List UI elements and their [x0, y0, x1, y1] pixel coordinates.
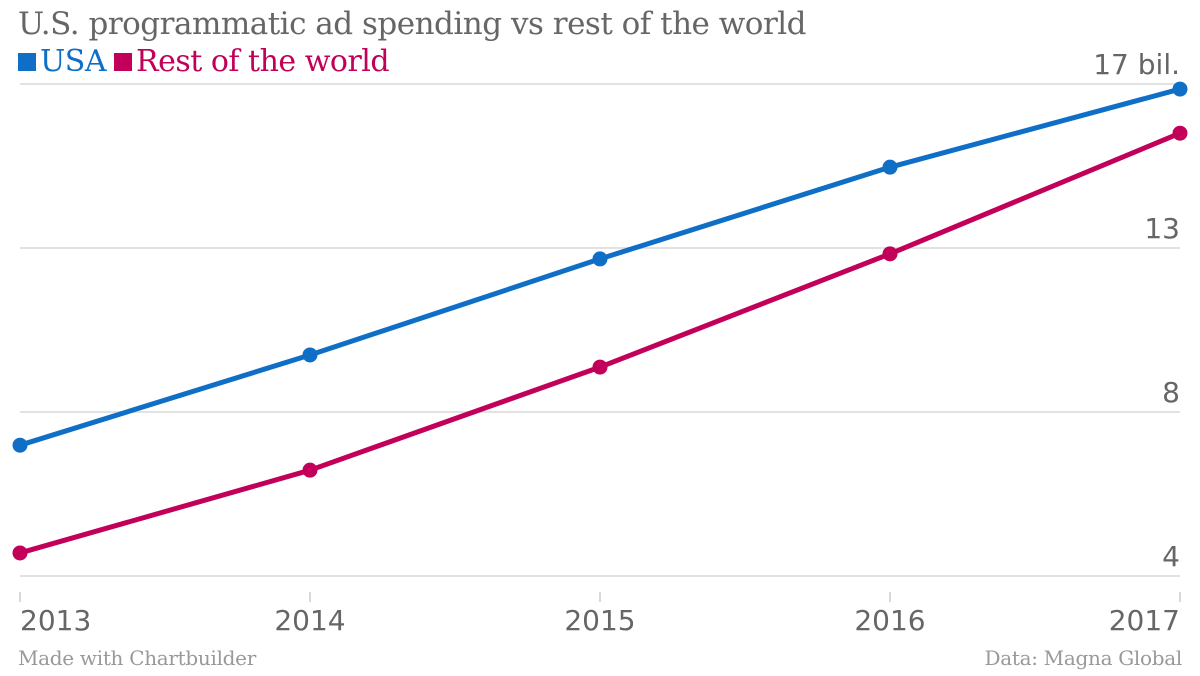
y-tick-label: 13	[1144, 212, 1180, 245]
series-line	[17, 86, 1183, 448]
legend-label-rest-of-world: Rest of the world	[136, 44, 390, 79]
data-point	[12, 437, 28, 453]
series-usa	[12, 81, 1188, 453]
x-tick-label: 2017	[1109, 604, 1180, 637]
legend-label-usa: USA	[40, 44, 107, 79]
data-point	[1172, 81, 1188, 97]
x-axis: 2013 2014 2015 2016 2017	[19, 592, 1181, 637]
data-source: Data: Magna Global	[984, 646, 1182, 670]
chart-title: U.S. programmatic ad spending vs rest of…	[18, 6, 807, 42]
y-tick-label: 4	[1162, 540, 1180, 573]
y-axis-labels: 4 8 13 17 bil.	[1093, 48, 1180, 573]
series-lines	[12, 81, 1188, 561]
data-point	[882, 159, 898, 175]
legend-swatch-usa	[18, 52, 36, 71]
legend-item-rest-of-world: Rest of the world	[114, 44, 390, 79]
y-tick-label: 8	[1162, 376, 1180, 409]
chartbuilder-credit: Made with Chartbuilder	[18, 646, 256, 670]
x-tick-label: 2014	[274, 604, 345, 637]
data-point	[592, 359, 608, 375]
x-tick-label: 2015	[564, 604, 635, 637]
series-line	[17, 130, 1183, 556]
data-point	[592, 251, 608, 267]
data-point	[882, 246, 898, 262]
data-point	[302, 347, 318, 363]
x-tick-label: 2013	[20, 604, 91, 637]
legend: USA Rest of the world	[18, 44, 397, 79]
legend-swatch-rest-of-world	[114, 52, 132, 71]
data-point	[302, 462, 318, 478]
x-tick-label: 2016	[854, 604, 925, 637]
data-point	[12, 545, 28, 561]
series-rest-of-the-world	[12, 125, 1188, 561]
data-point	[1172, 125, 1188, 141]
legend-item-usa: USA	[18, 44, 107, 79]
gridlines	[20, 83, 1180, 577]
y-tick-label: 17 bil.	[1093, 48, 1180, 81]
